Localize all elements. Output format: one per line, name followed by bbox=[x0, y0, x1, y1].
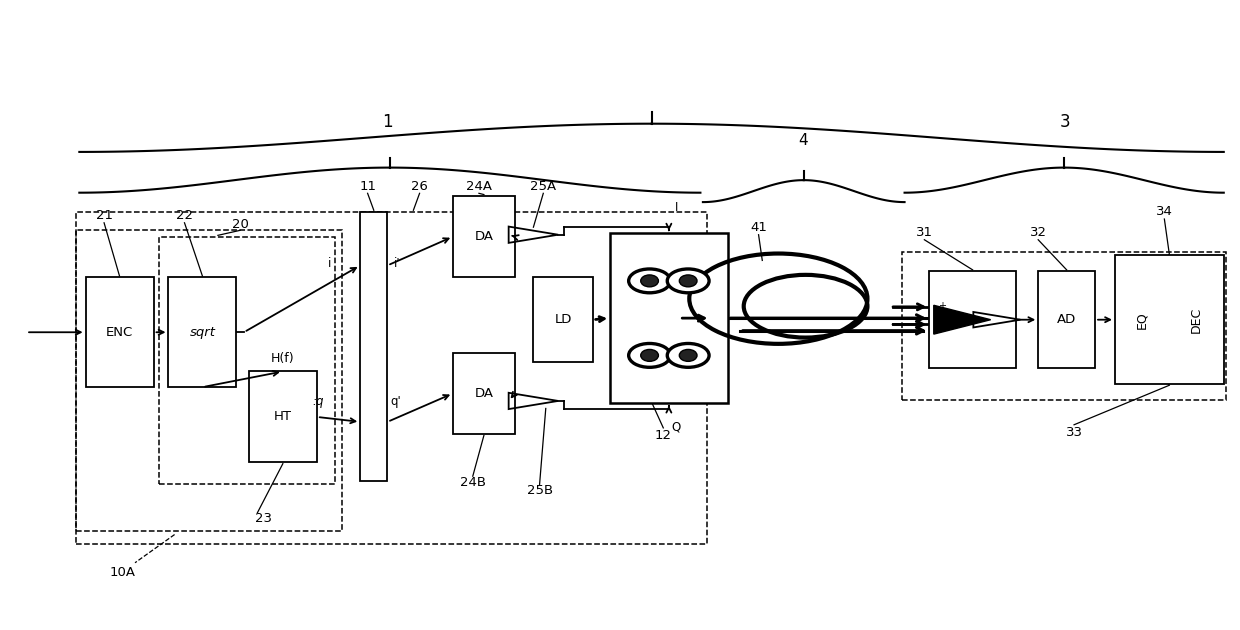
Bar bbox=[76, 212, 707, 544]
Text: 26: 26 bbox=[412, 180, 428, 193]
Text: 31: 31 bbox=[916, 226, 932, 239]
Text: HT: HT bbox=[274, 410, 291, 423]
Text: 24B: 24B bbox=[460, 476, 486, 489]
Text: 10A: 10A bbox=[109, 566, 135, 579]
Ellipse shape bbox=[629, 343, 671, 367]
Bar bbox=[249, 372, 317, 462]
Text: 41: 41 bbox=[750, 220, 768, 234]
Bar bbox=[360, 212, 387, 481]
Text: 12: 12 bbox=[655, 429, 672, 442]
Text: DEC: DEC bbox=[1190, 307, 1203, 333]
Text: LD: LD bbox=[554, 313, 572, 326]
Bar bbox=[169, 277, 237, 387]
Text: DA: DA bbox=[475, 230, 494, 243]
Text: 21: 21 bbox=[95, 209, 113, 222]
Bar bbox=[929, 271, 1016, 369]
Text: 23: 23 bbox=[255, 512, 273, 525]
Text: 34: 34 bbox=[1156, 205, 1173, 218]
Bar bbox=[1038, 271, 1095, 369]
Text: 24A: 24A bbox=[466, 180, 492, 193]
Text: 22: 22 bbox=[176, 209, 193, 222]
Text: 33: 33 bbox=[1065, 426, 1083, 438]
Text: +: + bbox=[939, 301, 946, 311]
Ellipse shape bbox=[641, 275, 658, 287]
Text: ENC: ENC bbox=[105, 326, 133, 339]
Ellipse shape bbox=[667, 343, 709, 367]
Bar bbox=[610, 234, 728, 403]
Text: 32: 32 bbox=[1029, 226, 1047, 239]
Text: 3: 3 bbox=[1060, 113, 1070, 131]
Text: 25B: 25B bbox=[527, 484, 553, 497]
Text: 20: 20 bbox=[232, 217, 248, 231]
Ellipse shape bbox=[680, 275, 697, 287]
Ellipse shape bbox=[667, 269, 709, 293]
Text: 11: 11 bbox=[360, 180, 376, 193]
Text: i': i' bbox=[394, 257, 401, 270]
Text: :q: :q bbox=[312, 395, 324, 408]
Text: AD: AD bbox=[1056, 313, 1076, 326]
Text: H(f): H(f) bbox=[272, 352, 295, 365]
Text: 25A: 25A bbox=[531, 180, 557, 193]
Text: i: i bbox=[327, 257, 331, 270]
Bar bbox=[86, 277, 154, 387]
Bar bbox=[453, 196, 515, 277]
Bar bbox=[453, 353, 515, 434]
Text: 1: 1 bbox=[382, 113, 393, 131]
Text: EQ: EQ bbox=[1136, 311, 1148, 329]
Text: DA: DA bbox=[475, 387, 494, 400]
Ellipse shape bbox=[641, 350, 658, 362]
Bar bbox=[76, 231, 342, 531]
Bar bbox=[1115, 255, 1224, 384]
Bar bbox=[159, 237, 336, 484]
Ellipse shape bbox=[680, 350, 697, 362]
Bar bbox=[533, 277, 593, 362]
Text: q': q' bbox=[391, 395, 402, 408]
Polygon shape bbox=[934, 306, 991, 334]
Ellipse shape bbox=[629, 269, 671, 293]
Text: Q: Q bbox=[672, 420, 681, 433]
Text: 4: 4 bbox=[799, 133, 808, 148]
Text: I: I bbox=[675, 200, 678, 214]
Bar bbox=[901, 252, 1226, 399]
Text: sqrt: sqrt bbox=[190, 326, 216, 339]
